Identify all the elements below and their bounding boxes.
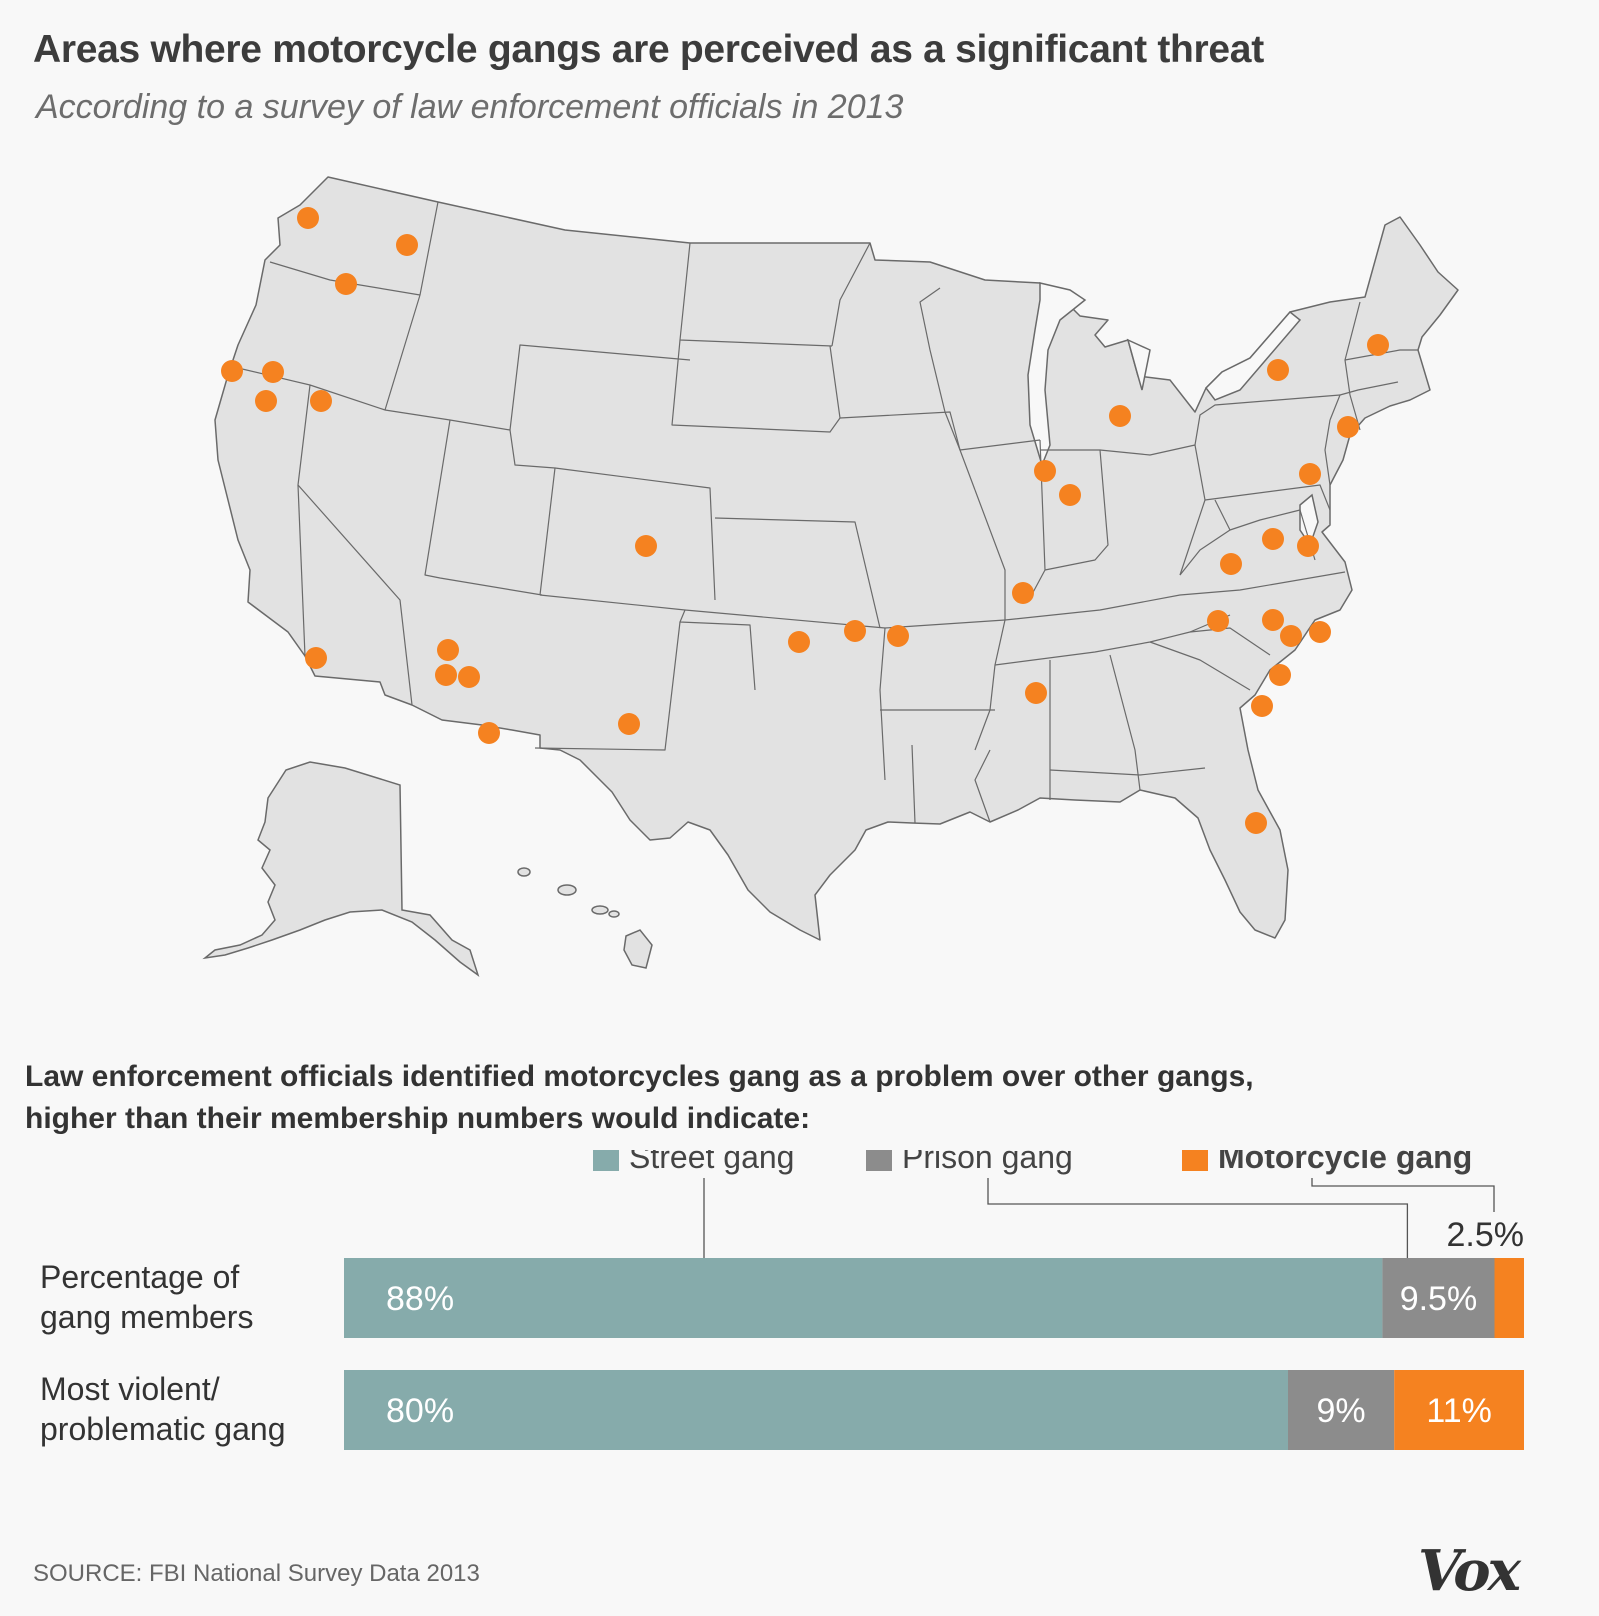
map-marker-33	[1309, 621, 1331, 643]
marker-layer	[221, 207, 1389, 834]
legend-label-3: Motorcycle gang	[1218, 1150, 1472, 1175]
legend-swatch-1	[593, 1150, 619, 1171]
legend-leader-2	[987, 1178, 1409, 1258]
page-subtitle: According to a survey of law enforcement…	[36, 88, 904, 126]
great-lakes	[1027, 282, 1319, 547]
legend-leader-3	[1311, 1178, 1495, 1212]
bar-label-row2-1: 80%	[386, 1392, 454, 1430]
source-note: SOURCE: FBI National Survey Data 2013	[33, 1560, 480, 1587]
map-marker-16	[844, 620, 866, 642]
us-map	[202, 176, 1459, 977]
bar-label-row2-3: 11%	[1426, 1392, 1492, 1430]
bar-row2-street-gang	[344, 1370, 1288, 1450]
bar-row1-motorcycle-gang	[1494, 1258, 1524, 1338]
map-marker-7	[310, 390, 332, 412]
legend-swatch-3	[1182, 1150, 1208, 1171]
map-marker-27	[1262, 528, 1284, 550]
chart-heading-line-1: Law enforcement officials identified mot…	[25, 1060, 1254, 1093]
map-marker-35	[1251, 695, 1273, 717]
map-marker-1	[297, 207, 319, 229]
page-title: Areas where motorcycle gangs are perceiv…	[33, 28, 1264, 71]
map-marker-26	[1299, 463, 1321, 485]
map-marker-22	[1025, 682, 1047, 704]
map-marker-21	[1012, 582, 1034, 604]
map-marker-11	[458, 666, 480, 688]
map-marker-4	[221, 360, 243, 382]
map-marker-18	[1109, 405, 1131, 427]
map-marker-3	[335, 273, 357, 295]
map-marker-17	[887, 625, 909, 647]
hawaii-shape	[517, 867, 653, 969]
alaska-shape	[202, 761, 480, 977]
map-marker-12	[478, 722, 500, 744]
map-marker-28	[1297, 535, 1319, 557]
map-marker-30	[1207, 610, 1229, 632]
chart-heading-line-2: higher than their membership numbers wou…	[25, 1102, 811, 1135]
bar-row1-street-gang	[344, 1258, 1383, 1338]
map-marker-36	[1245, 812, 1267, 834]
legend-swatch-2	[866, 1150, 892, 1171]
row-label-2-line-2: problematic gang	[40, 1411, 285, 1447]
map-marker-2	[396, 234, 418, 256]
row-label-2-line-1: Most violent/	[40, 1371, 220, 1407]
map-marker-14	[618, 713, 640, 735]
legend-label-1: Street gang	[629, 1150, 794, 1175]
map-marker-25	[1337, 416, 1359, 438]
bar-label-row1-2: 9.5%	[1400, 1280, 1478, 1318]
map-marker-24	[1267, 359, 1289, 381]
bar-label-row2-2: 9%	[1317, 1392, 1366, 1430]
stacked-bar-chart: Street gang Prison gang Motorcycle gang Per…	[40, 1150, 1525, 1450]
map-marker-34	[1269, 664, 1291, 686]
map-marker-31	[1262, 609, 1284, 631]
map-marker-32	[1280, 625, 1302, 647]
map-marker-9	[437, 639, 459, 661]
bar-row2-motorcycle-gang	[1394, 1370, 1524, 1450]
state-borders	[237, 201, 1418, 824]
row-label-1-line-1: Percentage of	[40, 1259, 239, 1295]
map-marker-15	[788, 631, 810, 653]
map-marker-8	[305, 647, 327, 669]
map-marker-23	[1367, 334, 1389, 356]
bar-label-row1-3: 2.5%	[1447, 1216, 1525, 1254]
row-label-1-line-2: gang members	[40, 1299, 253, 1335]
map-marker-20	[1059, 484, 1081, 506]
map-marker-6	[255, 390, 277, 412]
bar-row2-prison-gang	[1288, 1370, 1395, 1450]
map-marker-10	[435, 664, 457, 686]
bar-row1-prison-gang	[1382, 1258, 1495, 1338]
map-marker-13	[635, 535, 657, 557]
map-marker-29	[1220, 553, 1242, 575]
map-marker-5	[262, 361, 284, 383]
chart-heading: Law enforcement officials identified mot…	[25, 1056, 1525, 1140]
bar-label-row1-1: 88%	[386, 1280, 454, 1318]
vox-logo: Vox	[1418, 1538, 1521, 1604]
map-marker-19	[1034, 460, 1056, 482]
legend-label-2: Prison gang	[902, 1150, 1073, 1175]
